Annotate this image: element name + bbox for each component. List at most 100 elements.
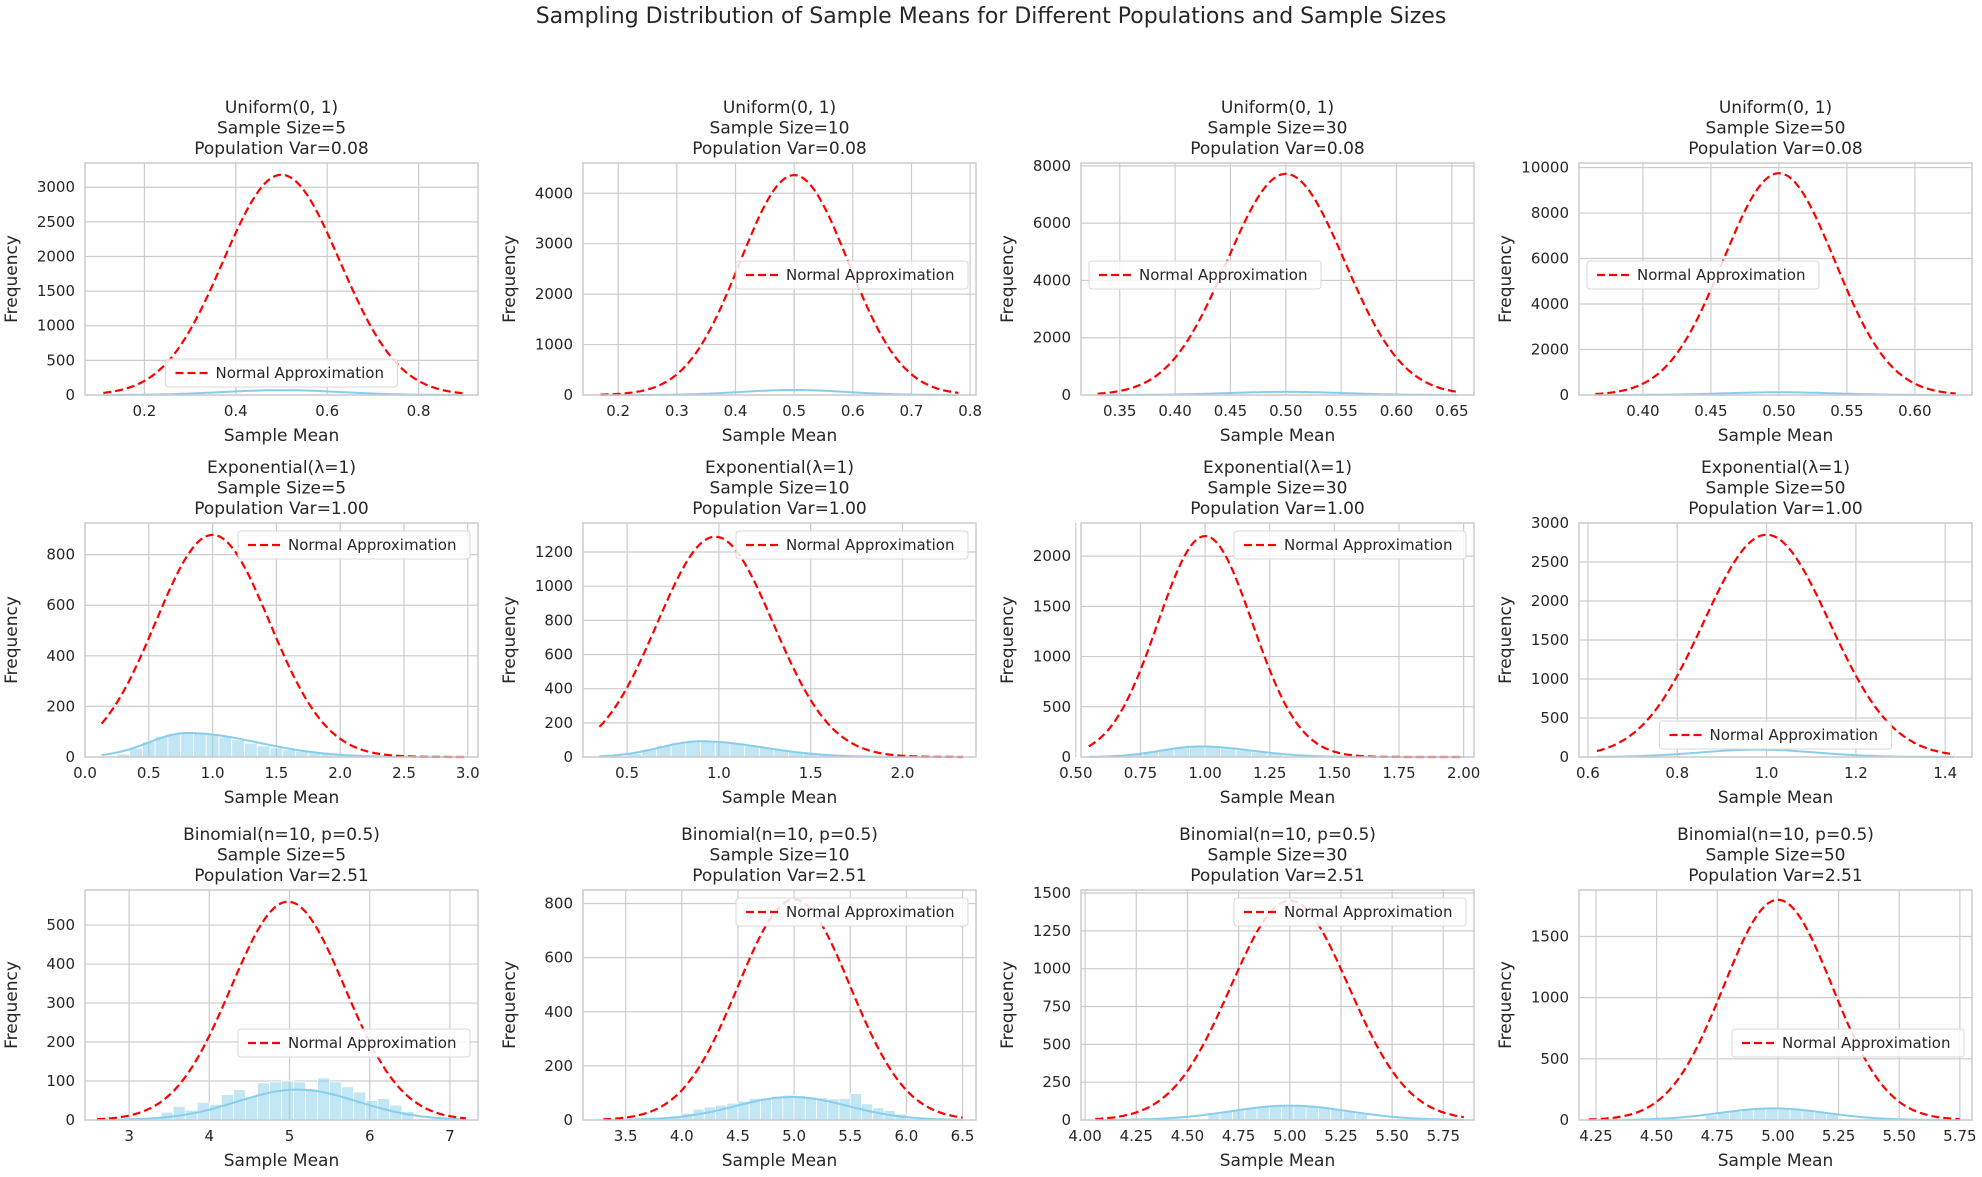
x-axis-label: Sample Mean xyxy=(224,788,339,808)
y-tick-label: 0 xyxy=(1559,1111,1569,1129)
x-tick-label: 1.4 xyxy=(1933,764,1957,782)
y-tick-label: 400 xyxy=(544,1003,573,1021)
subplot-title: Exponential(λ=1) xyxy=(1701,458,1850,478)
normal-approximation-curve xyxy=(598,535,964,759)
histogram-bar xyxy=(281,1080,294,1121)
histogram-bar xyxy=(1318,1107,1332,1121)
histogram-bar xyxy=(1305,1106,1319,1121)
histogram-bar xyxy=(232,1089,246,1121)
histogram-bar xyxy=(231,739,245,758)
histogram-bar xyxy=(838,1097,851,1121)
legend-box xyxy=(1731,1028,1965,1058)
y-axis-label: Frequency xyxy=(500,961,520,1049)
axes-frame xyxy=(582,162,977,396)
subplot-title: Uniform(0, 1) xyxy=(1221,98,1334,118)
subplot-title: Sample Size=10 xyxy=(710,846,850,866)
x-axis-label: Sample Mean xyxy=(1220,1151,1335,1171)
subplot-title: Population Var=0.08 xyxy=(1688,139,1863,159)
x-tick-label: 4.50 xyxy=(1171,1127,1204,1145)
subplot-title: Exponential(λ=1) xyxy=(705,458,854,478)
subplot-title: Uniform(0, 1) xyxy=(225,98,338,118)
x-tick-label: 0.8 xyxy=(1665,764,1689,782)
histogram-bar xyxy=(1729,1110,1742,1121)
y-tick-label: 600 xyxy=(544,949,573,967)
x-tick-label: 6 xyxy=(365,1127,375,1145)
x-tick-label: 1.0 xyxy=(201,764,225,782)
x-tick-label: 3.5 xyxy=(614,1127,638,1145)
histogram-bar xyxy=(256,745,271,758)
y-tick-label: 2000 xyxy=(1033,547,1071,565)
y-tick-label: 1000 xyxy=(1531,670,1569,688)
y-tick-label: 2000 xyxy=(1033,329,1071,347)
y-tick-label: 2000 xyxy=(1531,341,1569,359)
legend: Normal Approximation xyxy=(1233,530,1467,560)
histogram-bar xyxy=(1741,1109,1755,1121)
normal-approximation-curve xyxy=(96,900,467,1121)
x-tick-label: 2.00 xyxy=(1447,764,1480,782)
y-tick-label: 100 xyxy=(46,1072,75,1090)
legend: Normal Approximation xyxy=(735,260,969,290)
y-tick-label: 1500 xyxy=(1531,631,1569,649)
normal-approximation-curve xyxy=(600,173,959,396)
x-tick-label: 4.75 xyxy=(1701,1127,1734,1145)
subplot-0-3: 0.40 0.45 0.50 0.55 0.60 0 2000 4000 6000 8000 100… xyxy=(1496,98,1973,446)
subplot-title: Population Var=1.00 xyxy=(1688,499,1863,519)
x-tick-label: 1.00 xyxy=(1188,764,1221,782)
x-tick-label: 1.75 xyxy=(1382,764,1415,782)
normal-approximation-curve xyxy=(1595,172,1956,396)
x-tick-label: 7 xyxy=(445,1127,455,1145)
x-tick-label: 5.75 xyxy=(1427,1127,1460,1145)
legend-label: Normal Approximation xyxy=(216,364,384,382)
subplot-2-2: 4.00 4.25 4.50 4.75 5.00 5.25 5.50 5.75 0 250 500 7… xyxy=(998,825,1475,1171)
normal-approximation-curve xyxy=(1596,533,1955,756)
legend-box xyxy=(165,358,398,388)
subplot-2-0: 3 4 5 6 7 0 100 200 300 400 500 Sample Mean Frequenc… xyxy=(2,825,479,1171)
subplot-1-2: 0.50 0.75 1.00 1.25 1.50 1.75 2.00 0 500 1000 1500… xyxy=(998,458,1480,808)
histogram-bar xyxy=(804,1096,817,1121)
x-tick-label: 0.6 xyxy=(841,402,865,420)
normal-approximation-curve xyxy=(603,898,963,1121)
y-tick-label: 8000 xyxy=(1033,157,1071,175)
histogram-bar xyxy=(700,740,716,758)
y-tick-label: 750 xyxy=(1042,998,1071,1016)
legend-label: Normal Approximation xyxy=(786,536,954,554)
x-tick-label: 5.5 xyxy=(838,1127,862,1145)
histogram-bar xyxy=(793,1095,806,1121)
legend: Normal Approximation xyxy=(237,530,471,560)
x-tick-label: 0.0 xyxy=(73,764,97,782)
x-axis-label: Sample Mean xyxy=(722,788,837,808)
histogram-bar xyxy=(1293,1105,1307,1121)
x-tick-label: 5 xyxy=(285,1127,295,1145)
subplot-title: Sample Size=30 xyxy=(1208,846,1348,866)
legend-label: Normal Approximation xyxy=(288,1034,456,1052)
histogram-bar xyxy=(244,742,258,758)
axes-frame xyxy=(84,522,479,758)
normal-approximation-curve xyxy=(1588,898,1960,1121)
normal-approximation-curve xyxy=(1095,899,1464,1121)
x-axis-label: Sample Mean xyxy=(722,426,837,446)
histogram-bar xyxy=(353,1091,367,1121)
subplot-title: Population Var=0.08 xyxy=(692,139,867,159)
x-tick-label: 5.50 xyxy=(1375,1127,1408,1145)
y-axis-label: Frequency xyxy=(2,235,22,323)
y-tick-label: 1000 xyxy=(535,336,573,354)
x-tick-label: 5.50 xyxy=(1883,1127,1916,1145)
legend: Normal Approximation xyxy=(1088,260,1322,290)
x-tick-label: 0.7 xyxy=(900,402,924,420)
y-axis-label: Frequency xyxy=(998,235,1018,323)
y-tick-label: 0 xyxy=(65,386,75,404)
legend: Normal Approximation xyxy=(1659,720,1892,750)
subplot-title: Population Var=2.51 xyxy=(194,866,369,886)
x-tick-label: 0.45 xyxy=(1694,402,1727,420)
subplot-title: Population Var=2.51 xyxy=(692,866,867,886)
x-axis-label: Sample Mean xyxy=(1718,426,1833,446)
legend: Normal Approximation xyxy=(165,358,398,388)
x-tick-label: 5.0 xyxy=(782,1127,806,1145)
x-axis-label: Sample Mean xyxy=(722,1151,837,1171)
legend: Normal Approximation xyxy=(1233,897,1467,927)
y-tick-label: 1000 xyxy=(1531,989,1569,1007)
x-tick-label: 5.25 xyxy=(1822,1127,1855,1145)
normal-approximation-curve xyxy=(100,533,464,759)
legend-label: Normal Approximation xyxy=(1284,536,1452,554)
